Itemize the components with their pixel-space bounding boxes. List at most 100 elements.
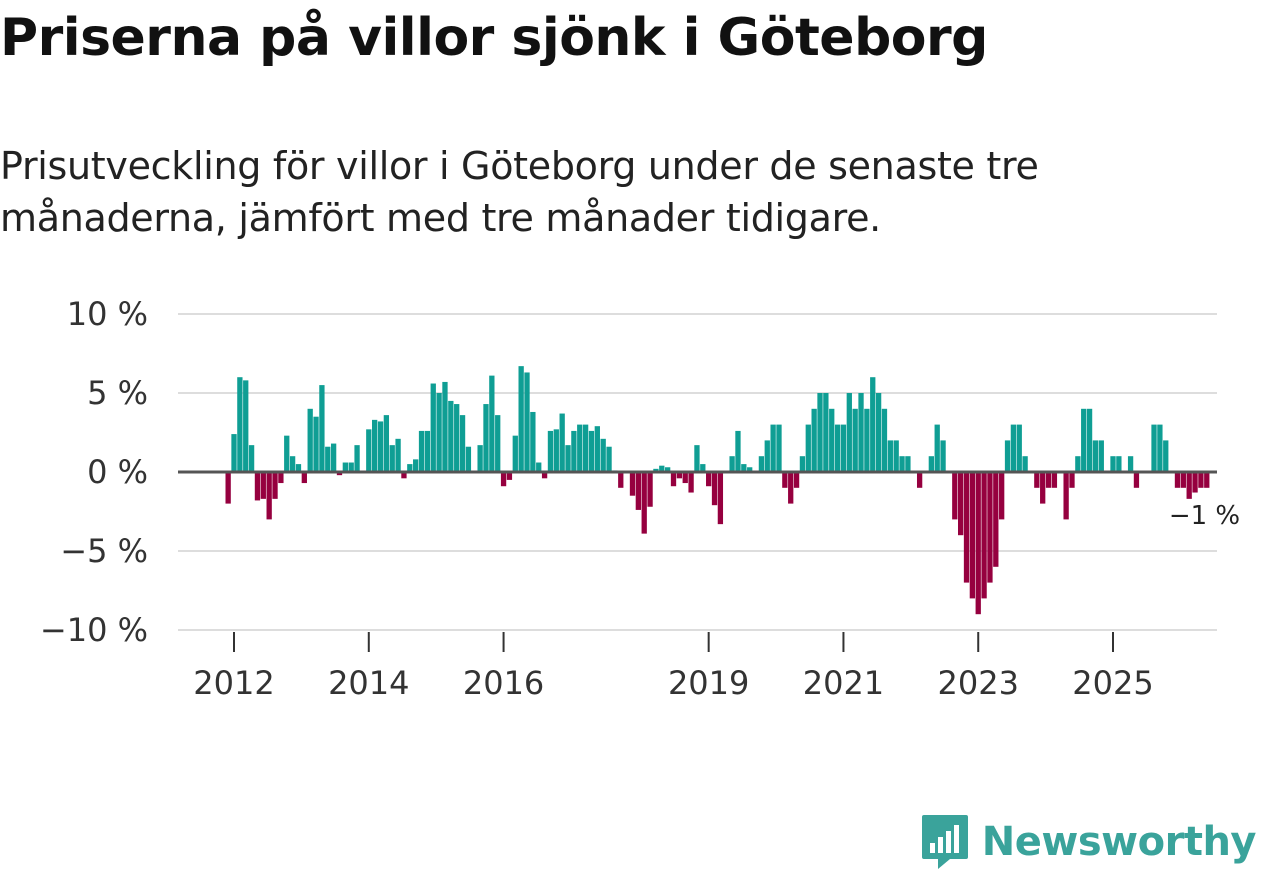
newsworthy-logo-icon — [921, 815, 968, 869]
bar — [518, 366, 524, 472]
bar — [454, 404, 460, 472]
bar — [1127, 456, 1134, 472]
x-tick-label: 2021 — [803, 664, 884, 702]
bar — [1075, 456, 1081, 472]
bar — [354, 445, 360, 472]
bar — [758, 456, 765, 472]
bar — [700, 464, 706, 472]
chart-title: Priserna på villor sjönk i Göteborg — [0, 8, 988, 68]
bar — [729, 456, 735, 472]
newsworthy-logo: Newsworthy — [920, 813, 1257, 871]
bar — [459, 415, 466, 472]
bar — [383, 415, 390, 472]
bar — [641, 472, 647, 534]
bar — [512, 435, 518, 472]
bar — [418, 430, 425, 472]
bar — [1116, 456, 1122, 472]
bar — [243, 380, 249, 472]
bar — [1157, 424, 1163, 472]
bar — [1022, 456, 1028, 472]
bar — [864, 408, 870, 472]
bar — [430, 383, 436, 472]
last-value-label: −1 % — [1169, 501, 1240, 531]
y-tick-label: 5 % — [87, 374, 148, 412]
bar — [1010, 424, 1017, 472]
bar — [735, 430, 741, 472]
bar — [395, 438, 401, 472]
bar — [600, 438, 606, 472]
bar — [272, 472, 278, 499]
bar — [916, 472, 923, 488]
bar — [963, 472, 970, 583]
bar — [342, 462, 348, 472]
bar — [541, 472, 548, 479]
bar — [231, 434, 237, 472]
bar — [248, 445, 255, 472]
bar — [289, 456, 296, 472]
bar — [1180, 472, 1186, 488]
bar — [840, 424, 847, 472]
bar — [442, 381, 448, 472]
bar — [237, 377, 243, 472]
bar — [524, 372, 530, 472]
bar — [905, 456, 911, 472]
logo-text: Newsworthy — [981, 819, 1257, 865]
bar — [1063, 472, 1069, 520]
bar — [372, 419, 378, 472]
bar — [266, 472, 272, 520]
bar — [477, 445, 483, 472]
bar — [893, 440, 899, 472]
bar — [571, 430, 577, 472]
bar — [577, 424, 583, 472]
bar — [670, 472, 677, 487]
bar — [817, 393, 823, 472]
bars-layer — [225, 366, 1210, 615]
bar — [852, 408, 858, 472]
bar — [887, 440, 893, 472]
bar — [834, 424, 841, 472]
subtitle-line-2: månaderna, jämfört med tre månader tidig… — [0, 196, 881, 240]
bar — [987, 472, 993, 583]
bar — [377, 421, 384, 472]
bar — [618, 472, 624, 488]
bar — [711, 472, 718, 506]
bar — [717, 472, 724, 525]
bar — [565, 445, 571, 472]
bar — [606, 446, 612, 472]
bar — [483, 404, 489, 472]
bar — [1110, 456, 1116, 472]
bar — [1151, 424, 1157, 472]
bar — [653, 468, 659, 472]
bar — [284, 435, 290, 472]
bar — [500, 472, 507, 487]
bar — [676, 472, 683, 479]
bar — [823, 393, 829, 472]
bar — [858, 393, 864, 472]
bar — [407, 464, 413, 472]
bar — [811, 408, 817, 472]
bar — [981, 472, 987, 599]
chart-subtitle: Prisutveckling för villor i Göteborg und… — [0, 140, 1250, 244]
bar — [899, 456, 905, 472]
bar — [682, 472, 688, 484]
bar — [336, 472, 343, 476]
bar — [799, 456, 806, 472]
bar — [1192, 472, 1198, 493]
bar — [260, 472, 266, 499]
bar — [465, 446, 472, 472]
bar — [829, 408, 835, 472]
label-layer: 10 % 5 % 0 % −5 % −10 % 2012 2014 2016 2019 2021 2… — [40, 295, 1240, 702]
bar — [741, 464, 747, 472]
bar — [665, 467, 671, 472]
bar — [582, 424, 589, 472]
bar — [958, 472, 964, 536]
bar — [1186, 472, 1192, 499]
bar — [659, 465, 665, 472]
y-tick-label: 0 % — [87, 453, 148, 491]
bar — [881, 408, 888, 472]
bar — [793, 472, 800, 488]
bar — [1040, 472, 1046, 504]
bar — [506, 472, 513, 480]
bar — [706, 472, 712, 487]
x-tick-label: 2023 — [938, 664, 1019, 702]
